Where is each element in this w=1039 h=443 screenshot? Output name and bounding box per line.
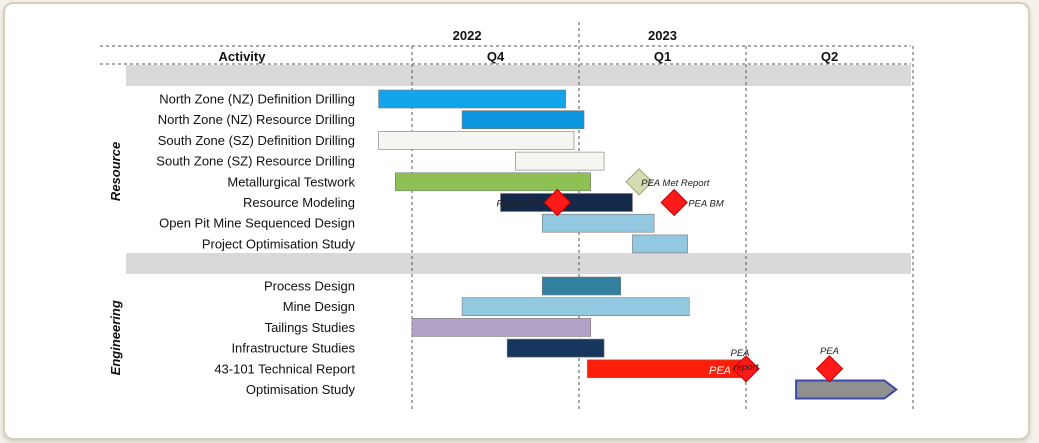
task-bar	[506, 338, 605, 358]
task-label: Infrastructure Studies	[231, 341, 355, 356]
task-label: Mine Design	[283, 299, 355, 314]
task-label: Open Pit Mine Sequenced Design	[159, 216, 355, 231]
task-label: South Zone (SZ) Resource Drilling	[156, 154, 355, 169]
task-label: Tailings Studies	[265, 320, 356, 335]
task-bar	[378, 89, 566, 109]
section-band	[126, 65, 911, 86]
milestone-diamond	[543, 188, 571, 217]
task-bar	[541, 213, 655, 233]
quarter-label: Q1	[654, 49, 671, 64]
milestone-label: PEA Met Report	[641, 178, 710, 189]
milestone-label: report	[734, 362, 759, 373]
task-label: North Zone (NZ) Resource Drilling	[158, 112, 355, 127]
task-bar	[378, 131, 575, 150]
milestone-label: PEA	[730, 348, 749, 359]
slide-frame: Activity 2022 2023 Q4 Q1 Q2 North Zone (NZ) De…	[3, 2, 1030, 440]
year-label: 2022	[453, 28, 482, 43]
task-bar	[461, 110, 585, 129]
bar-annotation: PEA	[709, 365, 731, 377]
task-label: Resource Modeling	[243, 195, 355, 210]
task-label: Project Optimisation Study	[202, 236, 356, 251]
activity-header: Activity	[219, 49, 267, 64]
section-label: Resource	[108, 142, 123, 201]
task-label: Optimisation Study	[246, 382, 356, 397]
milestone-diamond	[815, 355, 844, 383]
milestone-diamond	[732, 355, 760, 383]
milestone-label: PEA	[820, 346, 839, 357]
milestone-diamond	[625, 168, 653, 196]
gantt-chart: Activity 2022 2023 Q4 Q1 Q2 North Zone (NZ) De…	[100, 22, 914, 411]
task-bar	[394, 172, 591, 192]
milestone-label: Prelim BM	[496, 199, 540, 210]
section-label: Engineering	[108, 300, 123, 375]
task-label: Metallurgical Testwork	[227, 174, 355, 189]
task-label: South Zone (SZ) Definition Drilling	[158, 133, 355, 148]
section-band	[126, 253, 911, 274]
task-bar	[541, 276, 622, 296]
quarter-label: Q2	[821, 49, 838, 64]
milestone-diamond	[660, 188, 688, 217]
task-bar	[411, 318, 591, 337]
task-bar	[795, 379, 898, 400]
task-bar	[515, 151, 605, 171]
year-label: 2023	[648, 28, 677, 43]
task-bar	[632, 234, 688, 254]
task-label: Process Design	[264, 279, 355, 294]
quarter-label: Q4	[487, 49, 505, 64]
task-label: North Zone (NZ) Definition Drilling	[159, 92, 355, 107]
task-bar	[461, 297, 690, 317]
task-label: 43-101 Technical Report	[214, 361, 355, 376]
milestone-label: PEA BM	[688, 199, 724, 210]
